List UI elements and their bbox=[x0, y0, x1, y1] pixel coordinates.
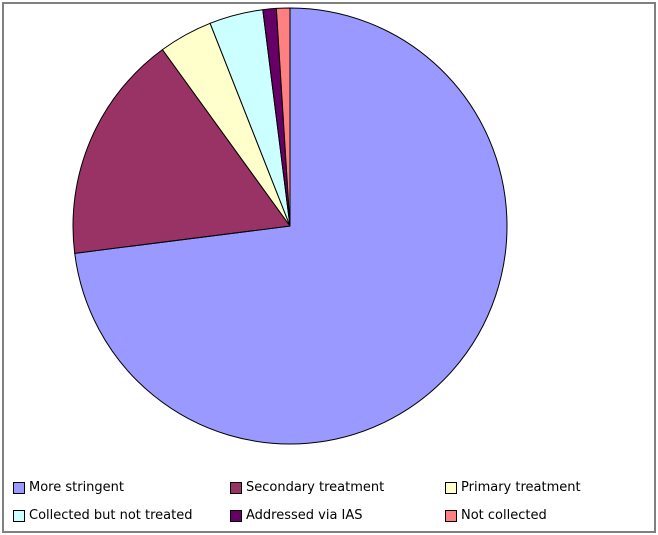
legend-label: More stringent bbox=[29, 480, 125, 495]
legend-item-secondary-treatment: Secondary treatment bbox=[230, 481, 384, 495]
legend-swatch-primary-treatment bbox=[445, 482, 457, 494]
legend-item-addressed-via-ias: Addressed via IAS bbox=[230, 509, 363, 523]
legend-swatch-secondary-treatment bbox=[230, 482, 242, 494]
legend-swatch-not-collected bbox=[445, 510, 457, 522]
legend-item-primary-treatment: Primary treatment bbox=[445, 481, 581, 495]
pie-slice-secondary-treatment bbox=[72, 49, 291, 254]
legend-item-more-stringent: More stringent bbox=[13, 481, 124, 495]
legend-swatch-collected-but-not-treated bbox=[13, 510, 25, 522]
pie-slice-more-stringent bbox=[74, 7, 508, 445]
legend-label: Primary treatment bbox=[461, 480, 581, 495]
legend-swatch-more-stringent bbox=[13, 482, 25, 494]
legend-label: Not collected bbox=[461, 508, 547, 523]
legend-label: Secondary treatment bbox=[246, 480, 385, 495]
legend-label: Addressed via IAS bbox=[246, 508, 363, 523]
legend-swatch-addressed-via-ias bbox=[230, 510, 242, 522]
legend-item-collected-but-not-treated: Collected but not treated bbox=[13, 509, 193, 523]
legend-item-not-collected: Not collected bbox=[445, 509, 547, 523]
pie-slice-not-collected bbox=[275, 7, 291, 227]
legend-label: Collected but not treated bbox=[29, 508, 193, 523]
